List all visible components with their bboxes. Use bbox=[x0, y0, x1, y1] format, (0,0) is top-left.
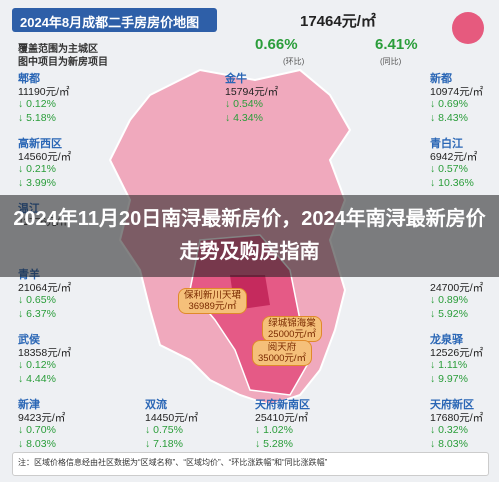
district-yoy: ↓ 8.43% bbox=[430, 112, 468, 124]
district-yoy: ↓ 4.44% bbox=[18, 373, 56, 385]
logo bbox=[452, 12, 484, 44]
project-price: 36989元/㎡ bbox=[188, 301, 237, 312]
district-price: 15794元/㎡ bbox=[225, 86, 279, 98]
district-mom: ↓ 0.57% bbox=[430, 163, 468, 175]
district-mom: ↓ 0.65% bbox=[18, 294, 56, 306]
district-price: 12526元/㎡ bbox=[430, 347, 484, 359]
district-mom: ↓ 0.32% bbox=[430, 424, 468, 436]
district-yoy: ↓ 3.99% bbox=[18, 177, 56, 189]
project-pin: 保利新川天珺 36989元/㎡ bbox=[178, 288, 248, 314]
district-name: 武侯 bbox=[18, 334, 40, 346]
district-yoy: ↓ 4.34% bbox=[225, 112, 263, 124]
district-price: 6942元/㎡ bbox=[430, 151, 478, 163]
district-mom: ↓ 0.54% bbox=[225, 98, 263, 110]
district-yoy: ↓ 5.18% bbox=[18, 112, 56, 124]
district-price: 10974元/㎡ bbox=[430, 86, 484, 98]
district-price: 14450元/㎡ bbox=[145, 412, 199, 424]
district-name: 新津 bbox=[18, 399, 40, 411]
district-price: 21064元/㎡ bbox=[18, 282, 72, 294]
project-pin: 阅天府 35000元/㎡ bbox=[252, 340, 313, 366]
district-yoy: ↓ 8.03% bbox=[430, 438, 468, 450]
title-banner bbox=[12, 8, 217, 32]
district-name: 新都 bbox=[430, 73, 452, 85]
district-mom: ↓ 0.12% bbox=[18, 98, 56, 110]
district-mom: ↓ 0.69% bbox=[430, 98, 468, 110]
project-name: 保利新川天珺 bbox=[184, 290, 242, 301]
yoy-label: (同比) bbox=[380, 57, 402, 66]
city-price: 17464元/㎡ bbox=[300, 13, 376, 30]
district-mom: ↓ 0.70% bbox=[18, 424, 56, 436]
legend-1: 覆盖范围为主城区 bbox=[18, 44, 98, 55]
district-yoy: ↓ 5.28% bbox=[255, 438, 293, 450]
district-price: 14560元/㎡ bbox=[18, 151, 72, 163]
district-price: 17680元/㎡ bbox=[430, 412, 484, 424]
district-name: 金牛 bbox=[225, 73, 247, 85]
legend-2: 图中项目为新房项目 bbox=[18, 57, 108, 68]
project-price: 35000元/㎡ bbox=[258, 353, 307, 364]
district-price: 9423元/㎡ bbox=[18, 412, 66, 424]
district-price: 25410元/㎡ bbox=[255, 412, 309, 424]
mom-label: (环比) bbox=[283, 57, 305, 66]
footer-box bbox=[12, 452, 489, 476]
project-name: 阅天府 bbox=[267, 342, 297, 353]
district-yoy: ↓ 10.36% bbox=[430, 177, 474, 189]
district-mom: ↓ 1.02% bbox=[255, 424, 293, 436]
district-mom: ↓ 0.89% bbox=[430, 294, 468, 306]
header-title: 2024年8月成都二手房房价地图 bbox=[20, 15, 200, 30]
district-name: 双流 bbox=[145, 399, 167, 411]
project-pin: 绿城锦海棠 25000元/㎡ bbox=[262, 316, 323, 342]
district-yoy: ↓ 8.03% bbox=[18, 438, 56, 450]
yoy-value: 6.41% bbox=[375, 36, 418, 53]
overlay bbox=[0, 195, 499, 277]
district-yoy: ↓ 5.92% bbox=[430, 308, 468, 320]
mom-value: 0.66% bbox=[255, 36, 298, 53]
district-price: 11190元/㎡ bbox=[18, 86, 70, 98]
district-name: 天府新南区 bbox=[255, 399, 310, 411]
district-name: 龙泉驿 bbox=[430, 334, 463, 346]
district-mom: ↓ 0.21% bbox=[18, 163, 56, 175]
district-mom: ↓ 1.11% bbox=[430, 359, 468, 371]
district-price: 18358元/㎡ bbox=[18, 347, 72, 359]
overlay-title: 2024年11月20日南浔最新房价，2024年南浔最新房价走势及购房指南 bbox=[13, 208, 486, 263]
footer-note: 注：区域价格信息经由社区数据为“区域名称”、“区域均价”、“环比涨跌幅”和“同比… bbox=[18, 458, 328, 467]
district-yoy: ↓ 6.37% bbox=[18, 308, 56, 320]
district-name: 天府新区 bbox=[430, 399, 474, 411]
project-name: 绿城锦海棠 bbox=[268, 318, 316, 329]
district-mom: ↓ 0.75% bbox=[145, 424, 183, 436]
project-price: 25000元/㎡ bbox=[268, 329, 317, 340]
district-mom: ↓ 0.12% bbox=[18, 359, 56, 371]
district-price: 24700元/㎡ bbox=[430, 282, 484, 294]
district-yoy: ↓ 9.97% bbox=[430, 373, 468, 385]
district-yoy: ↓ 7.18% bbox=[145, 438, 183, 450]
district-name: 郫都 bbox=[18, 73, 40, 85]
district-name: 高新西区 bbox=[18, 138, 62, 150]
district-name: 青白江 bbox=[430, 138, 463, 150]
